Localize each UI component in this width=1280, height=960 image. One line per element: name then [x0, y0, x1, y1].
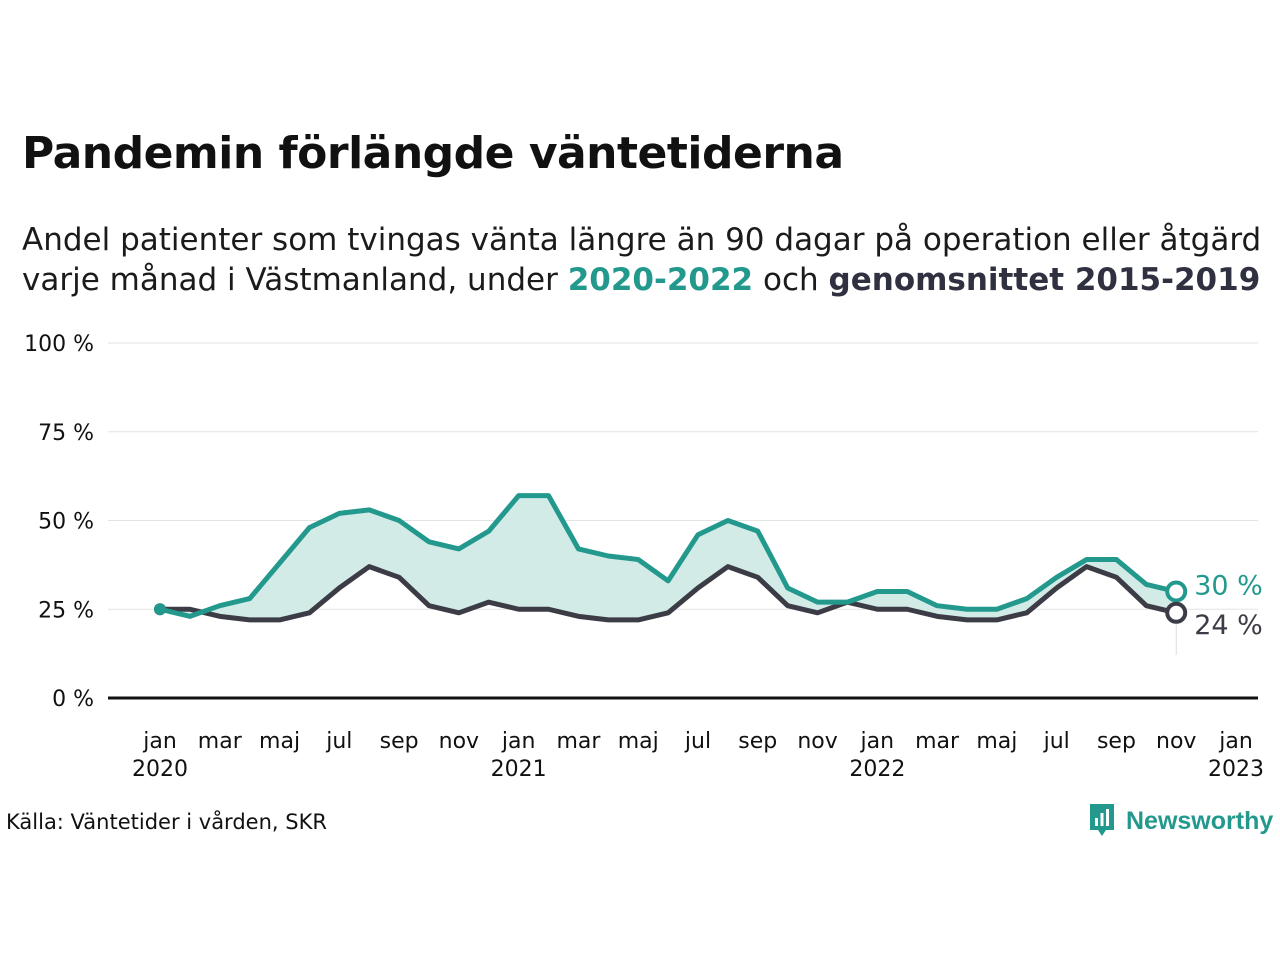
subtitle-line1: Andel patienter som tvingas vänta längre… — [22, 222, 1262, 258]
y-tick-label: 25 % — [38, 598, 94, 623]
brand-name: Newsworthy — [1126, 806, 1274, 835]
x-tick-label: sep — [1097, 729, 1136, 754]
x-tick-label: nov — [439, 729, 479, 754]
newsworthy-logo-icon — [1090, 804, 1114, 836]
series-line-average — [157, 564, 1179, 623]
x-tick-label: sep — [738, 729, 777, 754]
x-tick-label: maj — [618, 729, 659, 754]
x-tick-label: nov — [1156, 729, 1196, 754]
x-tick-year: 2020 — [132, 757, 188, 782]
x-tick-label: jan — [501, 729, 536, 754]
x-tick-label: jan — [1218, 729, 1253, 754]
x-tick-label: jul — [325, 729, 352, 754]
end-label-average: 24 % — [1194, 610, 1263, 641]
x-tick-label: mar — [915, 729, 960, 754]
y-tick-label: 50 % — [38, 510, 94, 535]
x-tick-label: jul — [1043, 729, 1070, 754]
end-label-current: 30 % — [1194, 571, 1263, 602]
y-tick-label: 75 % — [38, 421, 94, 446]
end-point-average — [1165, 601, 1188, 624]
subtitle-line2-prefix: varje månad i Västmanland, under — [22, 262, 558, 298]
x-tick-label: jul — [684, 729, 711, 754]
x-tick-label: sep — [380, 729, 419, 754]
chart-title: Pandemin förlängde väntetiderna — [22, 128, 844, 179]
x-tick-label: jan — [142, 729, 177, 754]
chart-subtitle: Andel patienter som tvingas vänta längre… — [22, 220, 1280, 300]
source-note: Källa: Väntetider i vården, SKR — [6, 810, 327, 834]
x-tick-label: nov — [797, 729, 837, 754]
subtitle-highlight-current: 2020-2022 — [567, 262, 754, 298]
subtitle-highlight-average: genomsnittet 2015-2019 — [828, 262, 1261, 298]
series-line-current — [157, 493, 1179, 619]
x-tick-label: maj — [976, 729, 1017, 754]
end-point-current — [1165, 580, 1188, 603]
x-tick-year: 2021 — [491, 757, 547, 782]
x-tick-label: maj — [259, 729, 300, 754]
x-tick-label: jan — [860, 729, 895, 754]
x-tick-label: mar — [198, 729, 243, 754]
start-point-current — [154, 603, 166, 616]
y-tick-label: 100 % — [24, 332, 94, 357]
y-tick-label: 0 % — [52, 687, 94, 712]
subtitle-connector: och — [763, 262, 819, 298]
x-tick-year: 2022 — [849, 757, 905, 782]
brand[interactable]: Newsworthy — [1088, 802, 1273, 840]
x-tick-label: mar — [556, 729, 601, 754]
x-tick-year: 2023 — [1208, 757, 1264, 782]
